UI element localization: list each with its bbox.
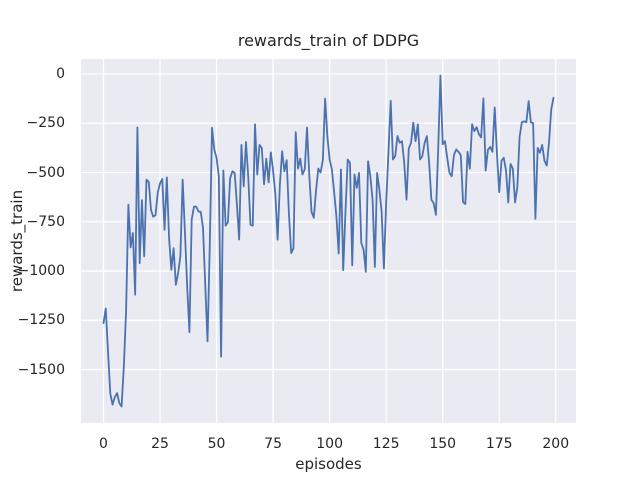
- y-tick-label: −250: [26, 115, 65, 132]
- x-tick-label: 25: [151, 436, 169, 452]
- y-tick-label: 0: [56, 65, 65, 82]
- x-tick-label: 125: [372, 436, 400, 452]
- y-tick-label: −500: [26, 164, 65, 181]
- x-tick-label: 75: [264, 436, 283, 452]
- x-tick-label: 150: [429, 436, 457, 452]
- x-tick-label: 200: [542, 436, 570, 452]
- x-tick-label: 50: [207, 436, 226, 452]
- y-tick-label: −1250: [17, 312, 65, 329]
- series-line-rewards_train: [102, 74, 555, 408]
- x-axis-label: episodes: [295, 455, 362, 473]
- chart-title: rewards_train of DDPG: [237, 31, 420, 50]
- y-tick-label: −1000: [17, 263, 65, 280]
- plot-area: [81, 59, 576, 423]
- x-tick-label: 100: [316, 436, 343, 452]
- y-tick-label: −1500: [17, 361, 65, 378]
- axes-background: [81, 59, 576, 423]
- x-tick-label: 175: [485, 436, 513, 452]
- x-tick-label: 0: [99, 436, 108, 452]
- y-tick-label: −750: [26, 213, 65, 230]
